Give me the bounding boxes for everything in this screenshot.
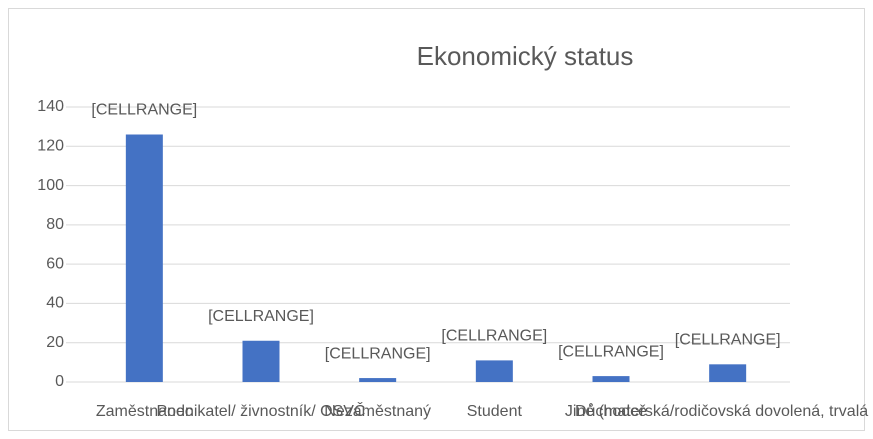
- data-label: [CELLRANGE]: [91, 102, 197, 119]
- x-tick-label: Jiné (mateřská/rodičovská dovolená, trva…: [565, 403, 873, 420]
- x-tick-label: Podnikatel/ živnostník/ OSVČ: [157, 401, 366, 420]
- bar: [475, 360, 513, 382]
- x-tick-label: Nezaměstnaný: [324, 403, 431, 420]
- chart-title: Ekonomický status: [417, 41, 634, 71]
- bar: [709, 364, 747, 382]
- y-tick-label: 120: [37, 138, 64, 155]
- bar: [125, 134, 163, 382]
- data-label: [CELLRANGE]: [325, 345, 431, 362]
- data-label: [CELLRANGE]: [208, 308, 314, 325]
- x-tick-label: Důchodce: [575, 402, 647, 420]
- bar: [242, 340, 280, 382]
- y-tick-label: 100: [37, 177, 64, 194]
- data-label: [CELLRANGE]: [441, 328, 547, 345]
- y-tick-label: 60: [46, 255, 64, 272]
- y-tick-label: 20: [46, 334, 64, 351]
- y-tick-label: 80: [46, 216, 64, 233]
- x-tick-label: Student: [467, 403, 523, 420]
- y-tick-label: 140: [37, 98, 64, 115]
- bar: [359, 378, 397, 382]
- data-label: [CELLRANGE]: [675, 332, 781, 349]
- data-label: [CELLRANGE]: [558, 343, 664, 360]
- bar: [592, 376, 630, 382]
- x-tick-label: Zaměstnanec: [96, 403, 193, 420]
- y-tick-label: 40: [46, 295, 64, 312]
- y-tick-label: 0: [55, 373, 64, 390]
